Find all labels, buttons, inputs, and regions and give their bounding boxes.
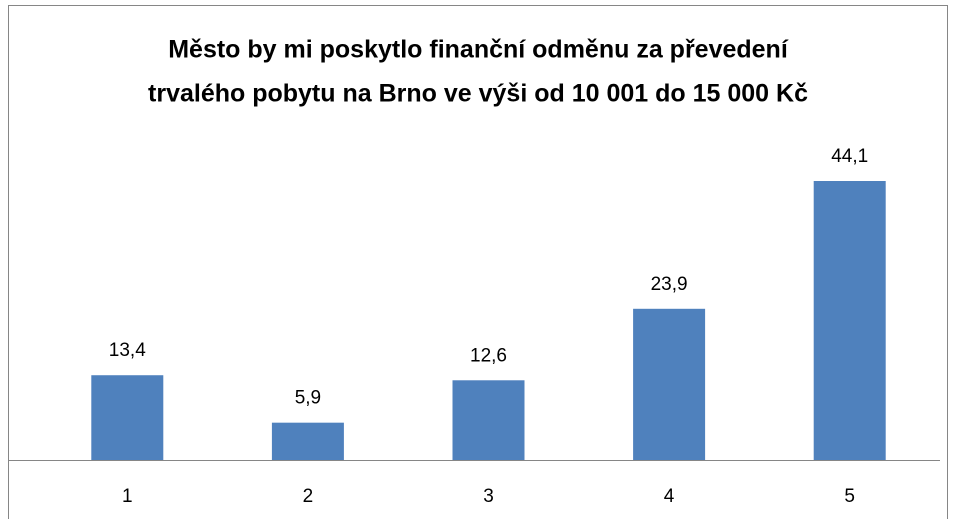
chart-title: trvalého pobytu na Brno ve výši od 10 00…: [148, 80, 808, 108]
bar: [271, 422, 344, 460]
chart-title: Město by mi poskytlo finanční odměnu za …: [168, 36, 789, 64]
x-tick-label: 2: [303, 486, 314, 507]
x-tick-label: 1: [122, 486, 133, 507]
data-label: 5,9: [295, 388, 321, 409]
data-label: 12,6: [470, 345, 507, 366]
bar: [91, 375, 164, 460]
bar: [633, 308, 706, 460]
x-tick-label: 3: [483, 486, 494, 507]
data-label: 23,9: [651, 274, 688, 295]
data-label: 44,1: [831, 146, 868, 167]
data-label: 13,4: [109, 340, 146, 361]
x-tick-label: 5: [844, 486, 855, 507]
bar: [452, 380, 525, 460]
x-tick-label: 4: [664, 486, 675, 507]
bar: [813, 181, 886, 460]
